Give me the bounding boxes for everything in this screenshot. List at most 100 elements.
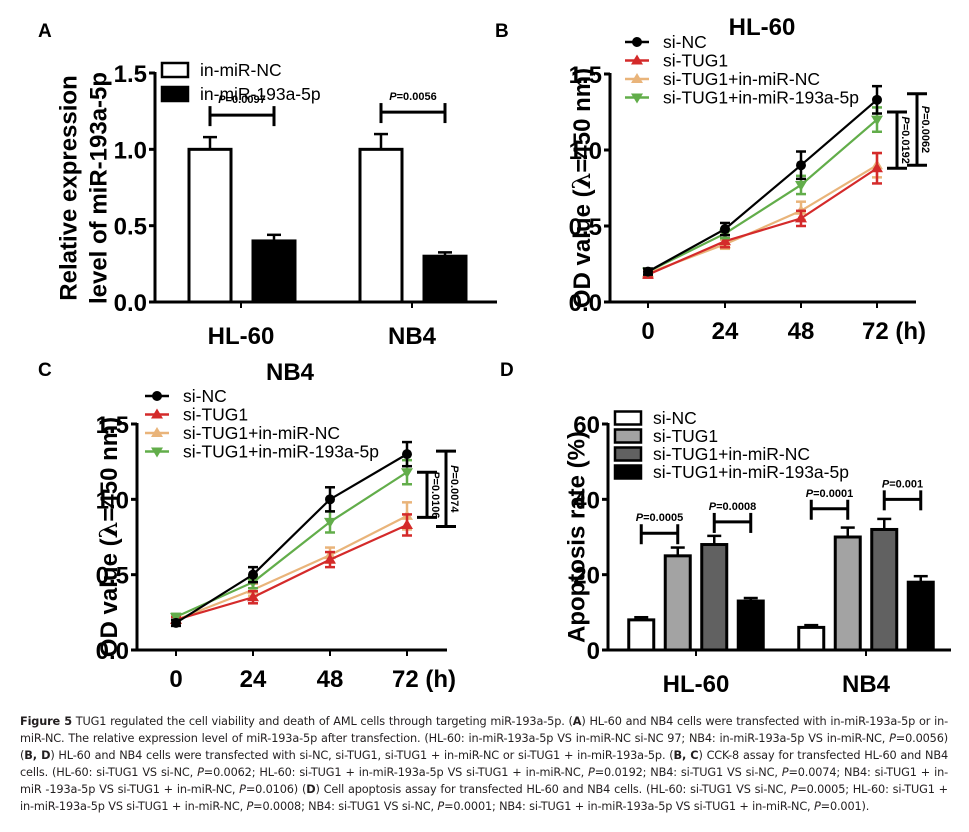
y-tick-label: 1.5 (96, 412, 129, 439)
series-si-NC (643, 84, 882, 277)
caption-text: ) Cell apoptosis assay for transfected H… (315, 783, 791, 796)
panel-letter: B (495, 21, 509, 42)
legend-label: si-TUG1+in-miR-193a-5p (183, 442, 379, 462)
x-tick-label: 48 (317, 666, 344, 693)
legend: si-NCsi-TUG1si-TUG1+in-miR-NCsi-TUG1+in-… (625, 32, 859, 108)
y-tick-label: 0.0 (96, 638, 129, 665)
series-line (647, 118, 878, 273)
caption-text: =0.0106) ( (245, 783, 307, 796)
marker-triangle-up (871, 162, 883, 173)
marker-triangle-down (871, 115, 883, 126)
p-value-label: P=0.0001 (806, 488, 853, 500)
y-axis-label: Apoptosis rate (%) (563, 431, 590, 643)
marker-circle (720, 224, 730, 235)
p-value-label: P=0.0008 (709, 501, 756, 513)
marker-triangle-up (151, 427, 163, 437)
marker-triangle-down (324, 517, 336, 528)
series-si-TUG1+in-miR-NC (170, 501, 413, 625)
x-tick-label: 72 (h) (392, 666, 456, 693)
x-tick-label: 0 (641, 318, 654, 345)
legend-label: si-NC (663, 32, 707, 52)
bar (187, 147, 233, 304)
legend-label: si-TUG1 (183, 405, 248, 425)
bar (700, 543, 729, 652)
y-axis-label: Relative expression (55, 75, 82, 300)
marker-triangle-up (247, 591, 259, 602)
marker-circle (796, 160, 806, 171)
marker-circle (402, 449, 412, 460)
caption-text: =0.0192; NB4: si-TUG1 VS si-NC, (594, 766, 782, 779)
y-tick-label: 40 (573, 487, 600, 514)
y-tick-label: 0.0 (114, 290, 147, 317)
series-si-TUG1 (642, 151, 883, 279)
legend-label: in-miR-NC (200, 60, 282, 80)
marker-circle (152, 391, 162, 401)
series-line (647, 167, 878, 276)
marker-triangle-up (151, 408, 163, 419)
legend-label: si-TUG1+in-miR-NC (183, 423, 340, 443)
y-axis-label: level of miR-193a-5p (85, 72, 112, 304)
y-axis-label: OD value (λ=450 nm) (567, 68, 596, 308)
p-value-label: P=0.0005 (636, 512, 683, 524)
panel-letter: C (38, 360, 52, 381)
y-tick-label: 0 (587, 638, 600, 665)
caption-text: =0.001). (820, 800, 870, 813)
legend-label: si-TUG1 (663, 51, 728, 71)
legend-swatch (160, 61, 190, 79)
series-line (175, 471, 408, 618)
bar (627, 618, 656, 652)
marker-triangle-up (631, 54, 643, 65)
plot-title: NB4 (266, 359, 315, 386)
caption-text: =0.0056) ( (20, 732, 948, 762)
legend-label: si-NC (183, 386, 227, 406)
caption-p-symbol: P (197, 766, 204, 779)
caption-panel-ref: D (306, 783, 316, 796)
y-tick-label: 0.5 (569, 214, 602, 241)
p-value-label: P=0.0192 (899, 116, 911, 163)
bar (797, 625, 826, 652)
caption-text: =0.0008; NB4: si-TUG1 VS si-NC, (253, 800, 438, 813)
x-category-label: NB4 (388, 323, 437, 350)
legend: si-NCsi-TUG1si-TUG1+in-miR-NCsi-TUG1+in-… (613, 408, 849, 482)
panel-letter: A (38, 21, 52, 42)
marker-triangle-up (631, 73, 643, 83)
marker-circle (171, 617, 181, 628)
bar (422, 254, 468, 304)
marker-triangle-down (401, 468, 413, 479)
legend-swatch (160, 85, 190, 103)
caption-p-symbol: P (790, 783, 798, 796)
bar (736, 599, 765, 652)
legend-label: si-TUG1+in-miR-193a-5p (663, 88, 859, 108)
series-line (175, 514, 408, 621)
marker-triangle-up (719, 235, 731, 246)
caption-p-symbol: P (781, 766, 789, 779)
series-line (647, 99, 878, 273)
y-axis-label: OD value (λ=450 nm) (94, 417, 123, 657)
caption-p-symbol: P (437, 800, 445, 813)
p-value-label: P=0.0062 (919, 106, 931, 153)
figure-canvas: A 0.0 0.5 1.0 1.5 HL-60 NB4 in-miR-NC in-miR-193… (38, 14, 951, 698)
marker-triangle-up (401, 518, 413, 529)
plot-title: HL-60 (729, 14, 796, 41)
legend-label: in-miR-193a-5p (200, 84, 321, 104)
y-tick-label: 1.0 (96, 487, 129, 514)
legend-label: si-TUG1 (653, 426, 718, 446)
y-tick-label: 0.0 (569, 290, 602, 317)
marker-triangle-down (631, 93, 643, 104)
series-si-NC (171, 440, 412, 628)
y-tick-label: 0.5 (96, 563, 129, 590)
legend-label: si-NC (653, 408, 697, 428)
caption-p-symbol: P (889, 732, 896, 745)
y-tick-label: 20 (573, 563, 600, 590)
p-value-label: P=0.0074 (448, 465, 460, 513)
marker-triangle-up (795, 212, 807, 223)
x-tick-label: 72 (h) (862, 318, 926, 345)
marker-triangle-down (151, 447, 163, 458)
legend-label: si-TUG1+in-miR-NC (663, 69, 820, 89)
series-si-TUG1+in-miR-NC (642, 151, 883, 278)
legend-swatch (613, 410, 643, 426)
caption-text: ) HL-60 and NB4 cells were transfected w… (50, 749, 674, 762)
caption-text: =0.0074; NB4: si-TUG1 + in-miR -193a-5p … (20, 766, 949, 796)
